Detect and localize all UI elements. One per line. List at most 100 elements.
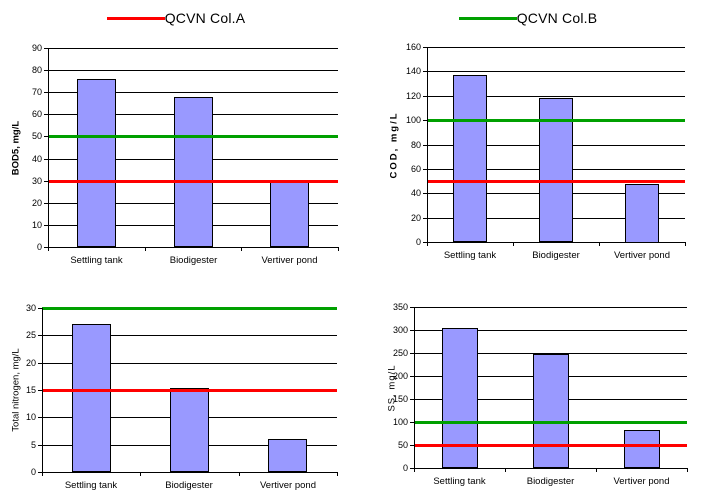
gridline-120	[427, 96, 685, 97]
y-tick-label: 15	[25, 385, 36, 395]
y-tick-mark	[423, 193, 427, 194]
ref-line-qcvn-col-a	[48, 180, 338, 183]
y-tick-label: 30	[31, 176, 42, 186]
y-tick-label: 0	[30, 467, 36, 477]
ref-line-qcvn-col-b	[42, 307, 337, 310]
x-tick-mark	[239, 472, 240, 476]
y-tick-label: 140	[405, 66, 421, 76]
y-tick-label: 5	[30, 440, 36, 450]
gridline-25	[42, 335, 337, 336]
y-axis-line	[427, 47, 428, 242]
y-tick-mark	[410, 445, 414, 446]
bar-settling-tank	[72, 324, 111, 472]
y-tick-label: 60	[31, 109, 42, 119]
y-tick-mark	[410, 422, 414, 423]
y-tick-mark	[38, 363, 42, 364]
gridline-350	[414, 307, 687, 308]
category-label-biodigester: Biodigester	[532, 250, 580, 261]
y-tick-label: 20	[31, 198, 42, 208]
y-tick-mark	[423, 120, 427, 121]
y-tick-label: 10	[25, 412, 36, 422]
bar-biodigester	[170, 388, 209, 472]
ref-line-qcvn-col-b	[48, 135, 338, 138]
gridline-300	[414, 330, 687, 331]
x-tick-mark	[427, 242, 428, 246]
y-tick-label: 120	[405, 91, 421, 101]
bar-vertiver-pond	[625, 184, 659, 243]
legend-label-qcvn-col-b: QCVN Col.B	[516, 10, 598, 26]
y-tick-label: 80	[410, 140, 421, 150]
x-tick-mark	[337, 472, 338, 476]
y-tick-label: 250	[392, 348, 408, 358]
bar-biodigester	[174, 97, 213, 247]
y-tick-label: 10	[31, 220, 42, 230]
y-tick-mark	[410, 376, 414, 377]
gridline-140	[427, 71, 685, 72]
y-axis-title: BOD5, mg/L	[10, 120, 22, 176]
chart-bod5: 0 10 20 30 40 50 60 70 80 90 Settling tank Biodiges…	[0, 36, 352, 268]
y-tick-mark	[410, 468, 414, 469]
gridline-70	[48, 92, 338, 93]
chart-cod: 0 20 40 60 80 100 120 140 160 Settling tank Biodig…	[352, 36, 704, 268]
ref-line-qcvn-col-b	[427, 119, 685, 122]
y-tick-mark	[38, 472, 42, 473]
y-tick-mark	[410, 330, 414, 331]
gridline-250	[414, 353, 687, 354]
y-tick-mark	[44, 159, 48, 160]
legend-item-qcvn-col-b: QCVN Col.B	[352, 0, 704, 36]
y-tick-label: 70	[31, 87, 42, 97]
y-tick-label: 30	[25, 303, 36, 313]
y-tick-label: 0	[415, 237, 421, 247]
y-tick-label: 40	[31, 154, 42, 164]
y-tick-mark	[44, 181, 48, 182]
y-tick-mark	[423, 96, 427, 97]
y-axis-line	[414, 307, 415, 468]
y-tick-mark	[44, 114, 48, 115]
gridline-90	[48, 48, 338, 49]
y-tick-mark	[410, 353, 414, 354]
y-tick-label: 0	[36, 242, 42, 252]
y-tick-label: 50	[31, 131, 42, 141]
bar-settling-tank	[453, 75, 487, 242]
bar-biodigester	[539, 98, 573, 242]
y-tick-label: 150	[392, 394, 408, 404]
y-tick-mark	[44, 225, 48, 226]
y-tick-mark	[423, 47, 427, 48]
x-tick-mark	[513, 242, 514, 246]
y-tick-mark	[38, 445, 42, 446]
ref-line-qcvn-col-a	[427, 180, 685, 183]
y-tick-mark	[44, 92, 48, 93]
charts-grid: 0 10 20 30 40 50 60 70 80 90 Settling tank Biodiges…	[0, 36, 704, 500]
gridline-80	[48, 70, 338, 71]
green-line-icon	[458, 16, 517, 20]
bar-vertiver-pond	[268, 439, 307, 472]
x-tick-mark	[596, 468, 597, 472]
bar-settling-tank	[442, 328, 478, 468]
x-tick-mark	[338, 247, 339, 251]
y-axis-title: SS, mg/L	[386, 364, 398, 412]
y-tick-mark	[423, 169, 427, 170]
legend-item-qcvn-col-a: QCVN Col.A	[0, 0, 352, 36]
category-label-settling-tank: Settling tank	[70, 255, 123, 266]
ref-line-qcvn-col-b	[414, 421, 687, 424]
y-axis-title: COD, mg/L	[388, 111, 400, 179]
x-tick-mark	[414, 468, 415, 472]
category-label-vertiver-pond: Vertiver pond	[613, 476, 670, 487]
y-tick-label: 160	[405, 42, 421, 52]
x-tick-mark	[140, 472, 141, 476]
legend-label-qcvn-col-a: QCVN Col.A	[164, 10, 246, 26]
category-label-biodigester: Biodigester	[526, 476, 575, 487]
x-axis-line	[42, 472, 338, 473]
x-axis-line	[48, 247, 339, 248]
bar-settling-tank	[77, 79, 116, 247]
x-tick-mark	[505, 468, 506, 472]
red-line-icon	[106, 16, 165, 20]
y-tick-label: 40	[410, 188, 421, 198]
chart-ss: 0 50 100 150 200 250 300 350 Settling tank Biodig…	[352, 268, 704, 500]
category-label-vertiver-pond: Vertiver pond	[260, 480, 316, 491]
y-tick-mark	[38, 417, 42, 418]
bar-vertiver-pond	[270, 181, 309, 247]
y-tick-label: 200	[392, 371, 408, 381]
y-tick-mark	[423, 145, 427, 146]
